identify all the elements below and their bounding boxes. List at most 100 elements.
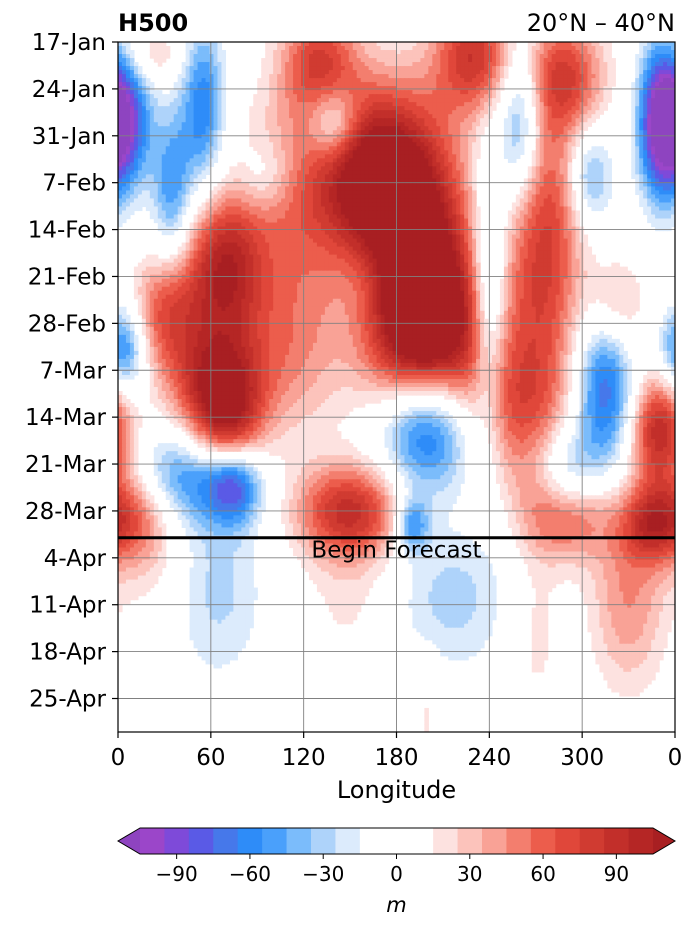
field-cell bbox=[348, 178, 354, 184]
field-cell bbox=[456, 98, 461, 103]
field-cell bbox=[308, 114, 314, 119]
field-cell bbox=[281, 190, 286, 196]
field-cell bbox=[639, 122, 644, 127]
field-cell bbox=[571, 202, 577, 208]
field-cell bbox=[515, 206, 521, 212]
field-cell bbox=[336, 154, 342, 159]
field-cell bbox=[118, 70, 123, 75]
field-cell bbox=[432, 126, 437, 131]
field-cell bbox=[261, 94, 266, 99]
field-cell bbox=[277, 170, 282, 175]
field-cell bbox=[491, 66, 497, 71]
field-cell bbox=[571, 130, 577, 135]
field-cell bbox=[368, 142, 374, 147]
field-cell bbox=[659, 74, 664, 79]
field-cell bbox=[205, 118, 211, 123]
field-cell bbox=[587, 42, 593, 47]
field-cell bbox=[599, 58, 604, 63]
field-cell bbox=[221, 190, 227, 196]
field-cell bbox=[531, 158, 537, 163]
field-cell bbox=[420, 170, 425, 175]
field-cell bbox=[145, 110, 151, 115]
field-cell bbox=[340, 174, 346, 179]
field-cell bbox=[225, 178, 230, 184]
field-cell bbox=[503, 74, 509, 79]
field-cell bbox=[297, 202, 302, 208]
field-cell bbox=[201, 130, 207, 135]
field-cell bbox=[575, 86, 581, 91]
field-cell bbox=[456, 50, 461, 55]
field-cell bbox=[281, 106, 286, 111]
field-cell bbox=[133, 138, 139, 143]
field-cell bbox=[277, 206, 282, 212]
field-cell bbox=[488, 110, 493, 115]
field-cell bbox=[209, 162, 215, 167]
field-cell bbox=[121, 90, 127, 95]
field-cell bbox=[118, 86, 123, 91]
field-cell bbox=[189, 70, 195, 75]
field-cell bbox=[125, 90, 131, 95]
field-cell bbox=[563, 122, 569, 127]
field-cell bbox=[269, 170, 274, 175]
field-cell bbox=[404, 90, 410, 95]
field-cell bbox=[177, 178, 183, 184]
field-cell bbox=[643, 206, 648, 212]
field-cell bbox=[285, 46, 290, 51]
field-cell bbox=[308, 98, 314, 103]
field-cell bbox=[587, 70, 593, 75]
field-cell bbox=[639, 94, 644, 99]
field-cell bbox=[356, 214, 362, 220]
field-cell bbox=[587, 94, 593, 99]
field-cell bbox=[488, 46, 493, 51]
field-cell bbox=[364, 110, 370, 115]
field-cell bbox=[464, 78, 469, 83]
field-cell bbox=[149, 114, 155, 119]
field-cell bbox=[169, 158, 175, 163]
field-cell bbox=[129, 190, 135, 196]
field-cell bbox=[484, 122, 489, 127]
field-cell bbox=[376, 50, 382, 55]
field-cell bbox=[464, 110, 469, 115]
field-cell bbox=[265, 74, 270, 79]
field-cell bbox=[157, 166, 163, 171]
field-cell bbox=[392, 170, 398, 175]
field-cell bbox=[320, 214, 326, 220]
field-cell bbox=[356, 42, 362, 47]
field-cell bbox=[145, 150, 151, 155]
field-cell bbox=[400, 182, 406, 188]
field-cell bbox=[364, 150, 370, 155]
field-cell bbox=[655, 58, 660, 63]
field-cell bbox=[352, 214, 358, 220]
field-cell bbox=[408, 94, 414, 99]
field-cell bbox=[217, 126, 223, 131]
field-cell bbox=[643, 122, 648, 127]
field-cell bbox=[118, 126, 123, 131]
field-cell bbox=[396, 46, 402, 51]
field-cell bbox=[320, 182, 326, 188]
field-cell bbox=[639, 174, 644, 179]
field-cell bbox=[468, 42, 473, 47]
field-cell bbox=[503, 58, 509, 63]
field-cell bbox=[671, 166, 675, 171]
field-cell bbox=[273, 198, 278, 204]
field-cell bbox=[667, 50, 672, 55]
field-cell bbox=[384, 194, 390, 200]
field-cell bbox=[340, 210, 346, 216]
field-cell bbox=[376, 126, 382, 131]
field-cell bbox=[400, 210, 406, 216]
field-cell bbox=[555, 130, 561, 135]
field-cell bbox=[643, 178, 648, 184]
field-cell bbox=[404, 134, 410, 139]
field-cell bbox=[404, 130, 410, 135]
field-cell bbox=[384, 170, 390, 175]
field-cell bbox=[149, 122, 155, 127]
field-cell bbox=[181, 106, 187, 111]
field-cell bbox=[121, 134, 127, 139]
field-cell bbox=[519, 114, 525, 119]
field-cell bbox=[599, 94, 604, 99]
field-cell bbox=[380, 46, 386, 51]
field-cell bbox=[221, 118, 227, 123]
field-cell bbox=[213, 150, 219, 155]
field-cell bbox=[663, 82, 668, 87]
field-cell bbox=[583, 110, 589, 115]
